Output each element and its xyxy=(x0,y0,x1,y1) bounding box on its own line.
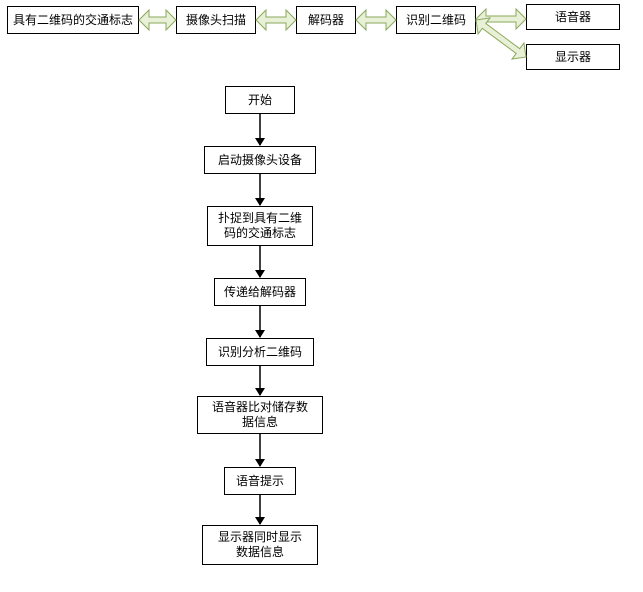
step-speaker-compare: 语音器比对储存数据信息 xyxy=(197,396,323,434)
step-start-camera: 启动摄像头设备 xyxy=(204,146,316,174)
double-arrow-recognize-display xyxy=(462,6,540,71)
box-traffic-sign-qr: 具有二维码的交通标志 xyxy=(7,6,139,34)
box-speaker: 语音器 xyxy=(526,4,620,30)
step-start: 开始 xyxy=(225,86,295,114)
arrow-s6-s7 xyxy=(250,434,270,469)
step-send-decoder: 传递给解码器 xyxy=(214,278,306,306)
step-voice-prompt: 语音提示 xyxy=(224,467,296,495)
double-arrow-sign-camera xyxy=(139,8,176,32)
box-decoder: 解码器 xyxy=(296,6,356,34)
box-display: 显示器 xyxy=(526,44,620,70)
box-camera-scan: 摄像头扫描 xyxy=(176,6,256,34)
step-capture-sign: 扑捉到具有二维码的交通标志 xyxy=(207,206,313,246)
double-arrow-camera-decoder xyxy=(256,8,296,32)
step-display-info: 显示器同时显示数据信息 xyxy=(202,525,318,565)
arrow-s3-s4 xyxy=(250,246,270,280)
step-analyze-qr: 识别分析二维码 xyxy=(206,338,314,366)
arrow-s5-s6 xyxy=(250,366,270,398)
arrow-s4-s5 xyxy=(250,306,270,340)
double-arrow-decoder-recognize xyxy=(356,8,396,32)
arrow-s1-s2 xyxy=(250,114,270,148)
arrow-s2-s3 xyxy=(250,174,270,208)
arrow-s7-s8 xyxy=(250,495,270,527)
